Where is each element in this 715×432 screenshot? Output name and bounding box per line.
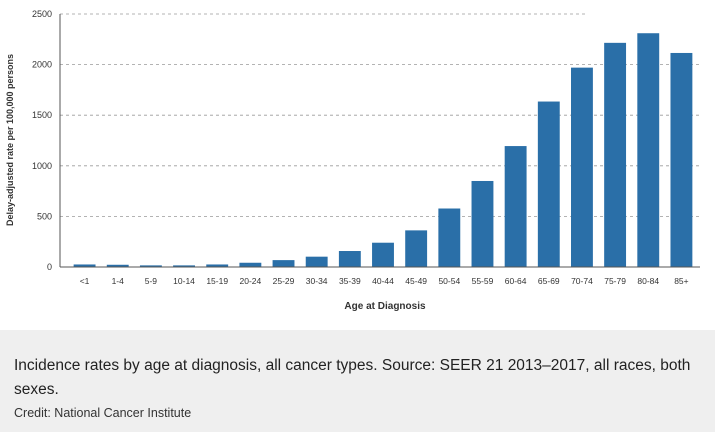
x-tick-label: 50-54 [438, 276, 460, 286]
y-tick-label: 1000 [32, 161, 52, 171]
x-tick-label: 35-39 [339, 276, 361, 286]
x-tick-label: 40-44 [372, 276, 394, 286]
bar [139, 265, 162, 267]
bar [338, 251, 361, 267]
x-tick-label: <1 [80, 276, 90, 286]
y-tick-label: 0 [47, 262, 52, 272]
incidence-bar-chart: 0 500 1000 1500 2000 2500 <1 1-4 5-9 10-14 15-19 2… [5, 9, 700, 312]
bar [670, 52, 693, 267]
y-tick-labels: 0 500 1000 1500 2000 2500 [32, 9, 52, 272]
bar [73, 264, 96, 267]
bar [305, 256, 328, 267]
bar [272, 260, 295, 267]
axes [59, 14, 700, 268]
x-tick-label: 65-69 [538, 276, 560, 286]
bar [537, 101, 560, 268]
grid-lines [60, 13, 700, 217]
chart-area: 0 500 1000 1500 2000 2500 <1 1-4 5-9 10-14 15-19 2… [5, 9, 700, 312]
x-tick-labels: <1 1-4 5-9 10-14 15-19 20-24 25-29 30-34 35-39 40… [80, 276, 689, 286]
x-tick-label: 10-14 [173, 276, 195, 286]
y-tick-label: 2500 [32, 9, 52, 19]
x-tick-label: 70-74 [571, 276, 593, 286]
bar [571, 67, 593, 267]
x-tick-label: 55-59 [472, 276, 494, 286]
x-tick-label: 30-34 [306, 276, 328, 286]
y-tick-label: 500 [37, 211, 52, 221]
bar [372, 242, 394, 267]
bar [239, 262, 262, 267]
bars [73, 33, 693, 268]
x-tick-label: 25-29 [273, 276, 295, 286]
x-tick-label: 45-49 [405, 276, 427, 286]
x-tick-label: 85+ [674, 276, 688, 286]
x-tick-label: 20-24 [239, 276, 261, 286]
bar [504, 146, 527, 267]
y-tick-label: 1500 [32, 110, 52, 120]
y-axis-label: Delay-adjusted rate per 100,000 persons [5, 54, 15, 226]
x-tick-label: 1-4 [112, 276, 125, 286]
x-tick-label: 80-84 [637, 276, 659, 286]
x-axis-label: Age at Diagnosis [344, 301, 426, 312]
caption-box: Incidence rates by age at diagnosis, all… [0, 330, 715, 432]
y-tick-label: 2000 [32, 60, 52, 70]
bar [173, 265, 195, 267]
bar [405, 230, 428, 267]
figure-caption: Incidence rates by age at diagnosis, all… [14, 357, 691, 398]
bar [471, 180, 494, 267]
x-tick-label: 75-79 [604, 276, 626, 286]
x-tick-label: 15-19 [206, 276, 228, 286]
bar [206, 264, 229, 267]
x-tick-label: 60-64 [505, 276, 527, 286]
bar [438, 208, 461, 267]
bar [604, 42, 627, 268]
x-tick-label: 5-9 [145, 276, 158, 286]
bar [106, 264, 129, 267]
figure-credit: Credit: National Cancer Institute [14, 406, 192, 420]
bar [637, 33, 660, 268]
